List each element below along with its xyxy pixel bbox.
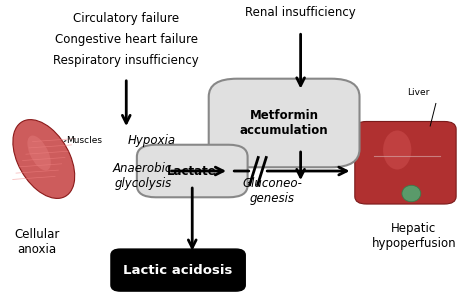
FancyBboxPatch shape bbox=[111, 249, 245, 291]
Text: Congestive heart failure: Congestive heart failure bbox=[55, 33, 198, 46]
FancyBboxPatch shape bbox=[355, 122, 456, 204]
Text: Anaerobic
glycolysis: Anaerobic glycolysis bbox=[113, 162, 173, 190]
Text: Renal insufficiency: Renal insufficiency bbox=[245, 6, 356, 19]
Text: Cellular
anoxia: Cellular anoxia bbox=[14, 228, 59, 256]
Ellipse shape bbox=[27, 135, 51, 171]
Ellipse shape bbox=[402, 185, 421, 202]
Text: Circulatory failure: Circulatory failure bbox=[73, 12, 179, 25]
Text: Respiratory insufficiency: Respiratory insufficiency bbox=[54, 54, 199, 67]
Text: Liver: Liver bbox=[407, 88, 429, 98]
Text: Metformin
accumulation: Metformin accumulation bbox=[240, 109, 328, 137]
Text: Hepatic
hypoperfusion: Hepatic hypoperfusion bbox=[372, 222, 456, 250]
Text: Muscles: Muscles bbox=[66, 136, 102, 145]
Text: Lactate: Lactate bbox=[167, 165, 217, 178]
Ellipse shape bbox=[13, 120, 75, 198]
FancyBboxPatch shape bbox=[137, 145, 247, 197]
Text: Hypoxia: Hypoxia bbox=[128, 135, 176, 148]
Text: Lactic acidosis: Lactic acidosis bbox=[123, 264, 233, 277]
Ellipse shape bbox=[383, 131, 411, 169]
Text: Gluconeo-
genesis: Gluconeo- genesis bbox=[242, 177, 302, 205]
FancyBboxPatch shape bbox=[209, 79, 359, 167]
